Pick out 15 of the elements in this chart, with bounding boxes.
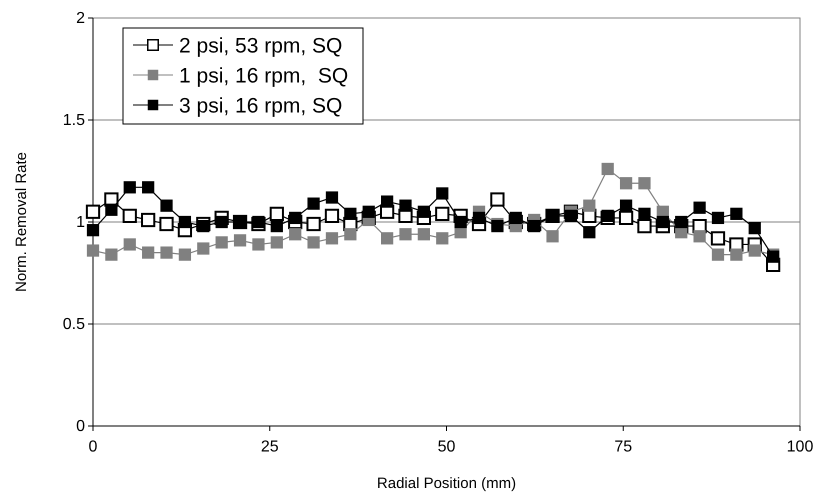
x-tick-label: 0 xyxy=(88,438,98,456)
legend-label: 2 psi, 53 rpm, SQ xyxy=(179,34,342,58)
y-tick-label: 2 xyxy=(76,10,86,28)
x-axis-title: Radial Position (mm) xyxy=(376,475,516,492)
y-tick-label: 0.5 xyxy=(62,316,86,334)
x-tick-label: 75 xyxy=(614,438,632,456)
y-tick-label: 0 xyxy=(76,418,86,436)
x-tick-label: 25 xyxy=(260,438,279,456)
legend-label: 3 psi, 16 rpm, SQ xyxy=(179,94,342,118)
y-tick-label: 1.5 xyxy=(62,112,86,130)
legend-label: 1 psi, 16 rpm, SQ xyxy=(179,64,348,88)
y-axis-title: Norm. Removal Rate xyxy=(13,152,30,292)
y-tick-label: 1 xyxy=(76,214,86,232)
x-tick-label: 50 xyxy=(438,438,456,456)
x-tick-label: 100 xyxy=(786,438,814,456)
